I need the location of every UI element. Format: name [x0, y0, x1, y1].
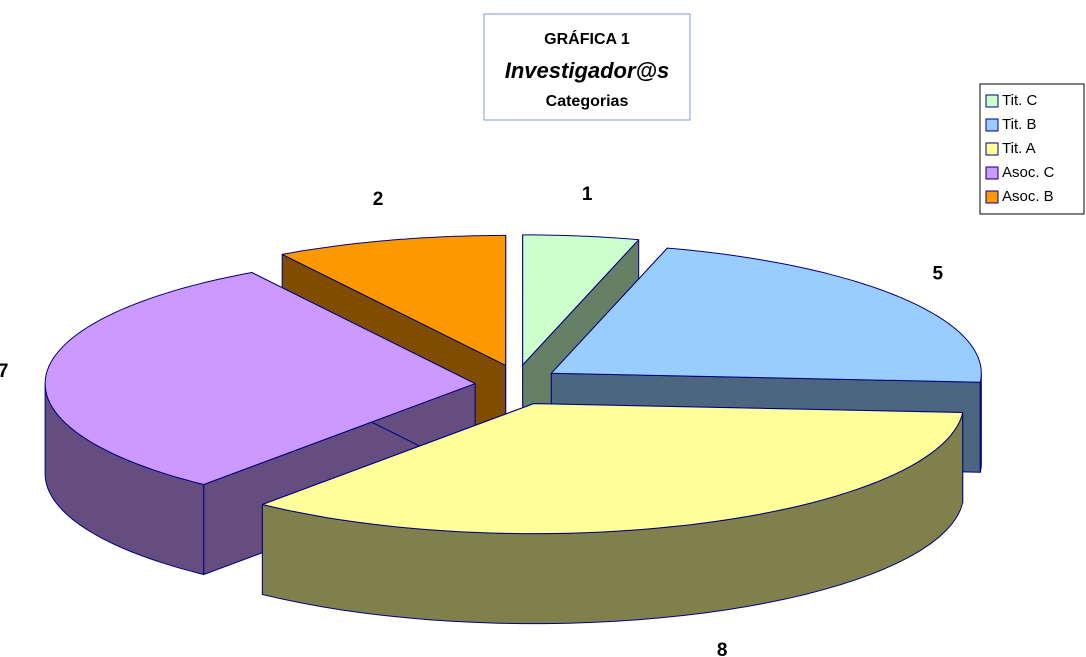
data-label: 7 — [0, 361, 8, 382]
legend-swatch — [985, 94, 999, 108]
data-label: 5 — [932, 263, 943, 284]
data-label: 8 — [717, 640, 728, 657]
data-label: 1 — [582, 184, 593, 205]
title-box — [483, 13, 691, 121]
slice-top — [550, 247, 982, 383]
data-label: 2 — [373, 189, 384, 210]
legend-swatch — [985, 166, 999, 180]
legend-label: Tit. A — [1002, 140, 1036, 157]
slice-top — [281, 234, 507, 366]
slice-wall — [979, 372, 982, 473]
pie-slice — [261, 403, 964, 625]
legend-swatch — [985, 118, 999, 132]
slice-top — [261, 403, 964, 535]
chart-title: GRÁFICA 1 — [544, 29, 630, 48]
chart-subtitle: Investigador@s — [505, 58, 670, 83]
legend-label: Tit. B — [1002, 116, 1036, 133]
legend-swatch — [985, 142, 999, 156]
slice-top — [44, 272, 476, 485]
legend-label: Asoc. B — [1002, 188, 1054, 205]
chart-subtitle: Categorias — [546, 93, 629, 110]
legend-label: Asoc. C — [1002, 164, 1055, 181]
slice-top — [522, 234, 640, 366]
legend-swatch — [985, 190, 999, 204]
legend-label: Tit. C — [1002, 92, 1037, 109]
